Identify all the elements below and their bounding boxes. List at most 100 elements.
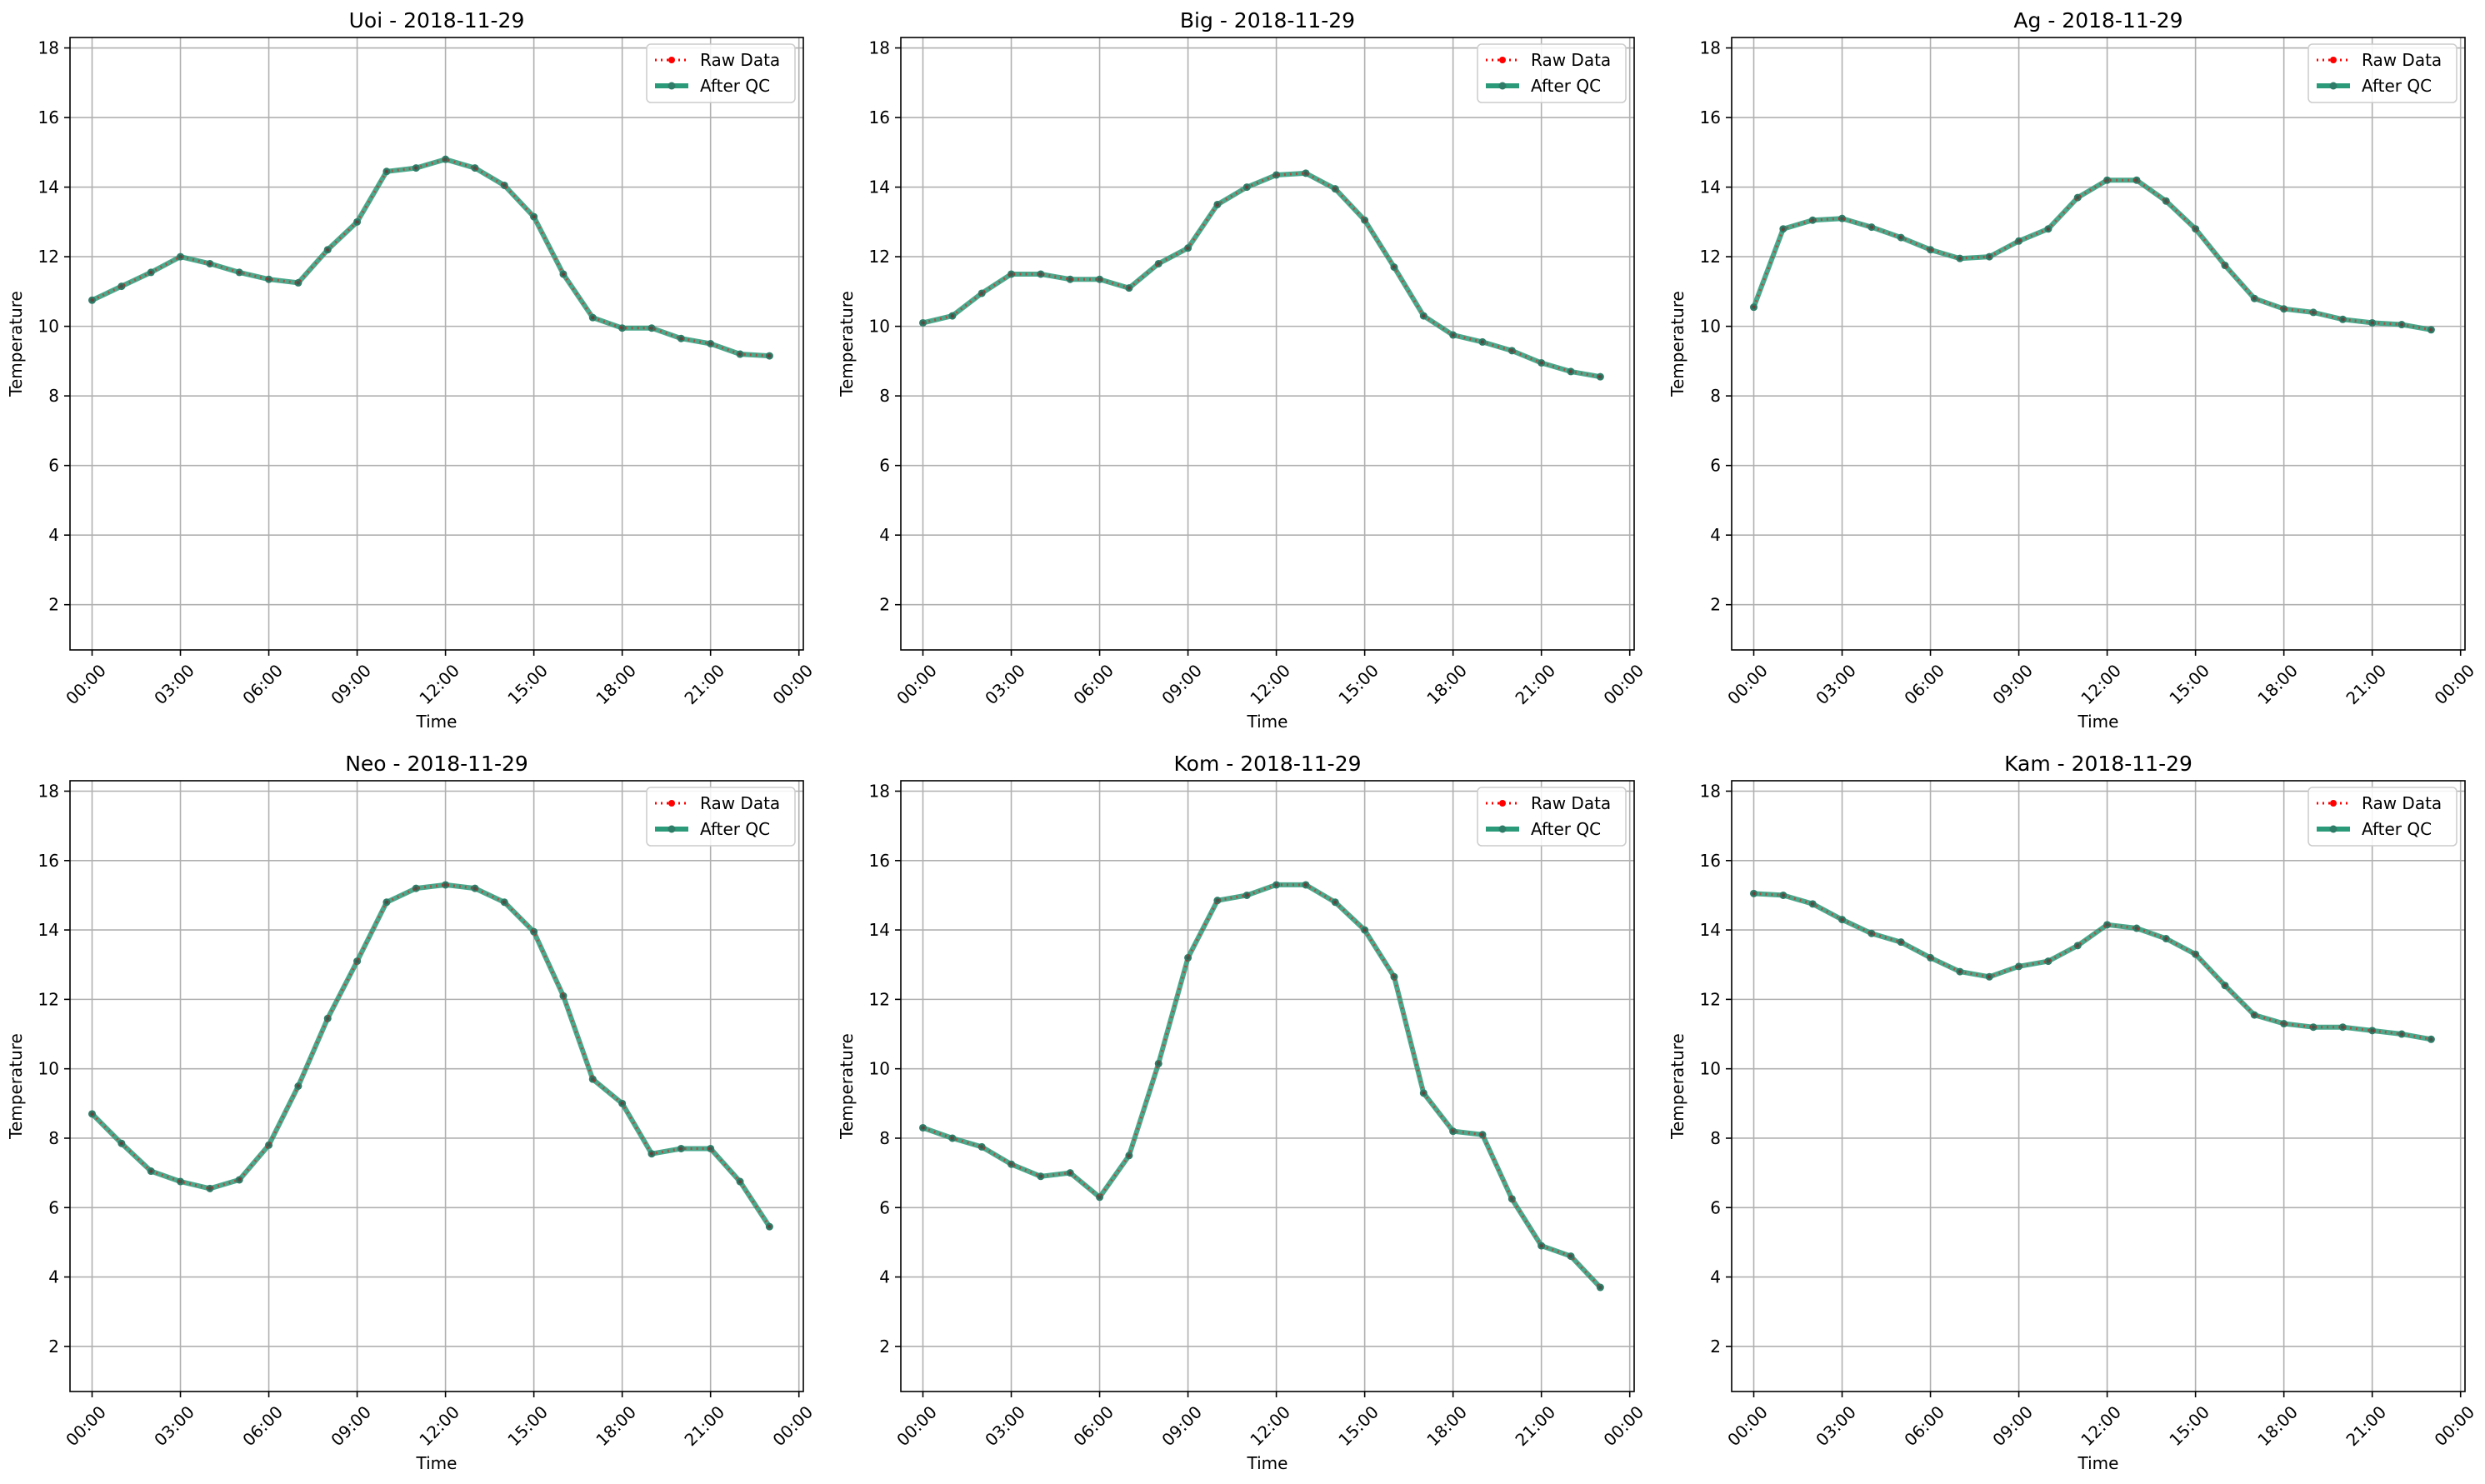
data-point-raw-data — [2164, 199, 2168, 203]
legend-marker-after-qc — [668, 82, 676, 90]
data-point-raw-data — [1422, 1091, 1426, 1096]
data-point-raw-data — [1988, 975, 1992, 979]
y-tick-label: 4 — [48, 1267, 59, 1287]
x-tick-label: 21:00 — [2342, 660, 2390, 708]
data-point-raw-data — [384, 169, 389, 173]
data-point-raw-data — [178, 1179, 182, 1184]
y-axis-label: Temperature — [837, 1033, 857, 1140]
legend: Raw Data After QC — [1477, 787, 1627, 847]
data-point-raw-data — [1392, 975, 1397, 979]
legend: Raw Data After QC — [1477, 43, 1627, 103]
y-tick-label: 16 — [38, 851, 59, 871]
y-tick-label: 10 — [869, 1059, 890, 1079]
plot-area — [1732, 781, 2465, 1392]
data-point-raw-data — [2222, 263, 2228, 267]
plot-area — [1732, 37, 2465, 650]
data-point-raw-data — [2164, 937, 2168, 941]
y-tick-label: 14 — [38, 177, 59, 197]
legend-label-after-qc: After QC — [700, 76, 770, 96]
legend-label-after-qc: After QC — [1531, 76, 1601, 96]
y-tick-label: 6 — [879, 1197, 890, 1217]
x-tick-label: 09:00 — [1158, 660, 1206, 708]
data-point-raw-data — [2282, 1022, 2286, 1026]
data-point-raw-data — [2370, 321, 2374, 325]
data-point-raw-data — [148, 270, 153, 275]
x-axis-label: Time — [416, 1453, 458, 1473]
y-tick-label: 12 — [1700, 247, 1721, 267]
data-point-raw-data — [2429, 1037, 2433, 1042]
legend-marker-raw-data — [1499, 57, 1506, 63]
y-tick-label: 2 — [879, 595, 890, 615]
axes-frame — [900, 780, 1635, 1392]
series-line-raw-data — [1752, 178, 2432, 332]
data-point-raw-data — [2370, 1028, 2374, 1033]
y-tick-label: 18 — [38, 781, 59, 801]
x-tick-label: 21:00 — [680, 1402, 728, 1450]
y-axis-label: Temperature — [1668, 1033, 1688, 1140]
data-point-raw-data — [355, 220, 359, 224]
x-tick-label: 06:00 — [238, 660, 287, 708]
chart-title: Ag - 2018-11-29 — [2013, 8, 2182, 32]
chart-title: Neo - 2018-11-29 — [345, 752, 528, 776]
data-point-raw-data — [1038, 272, 1043, 277]
data-point-raw-data — [148, 1169, 153, 1173]
legend-label-raw-data: Raw Data — [2362, 50, 2442, 70]
data-point-raw-data — [1451, 332, 1455, 337]
x-tick-label: 06:00 — [1900, 1402, 1948, 1450]
data-point-raw-data — [472, 886, 478, 891]
data-point-raw-data — [1157, 262, 1161, 266]
data-point-raw-data — [1568, 1254, 1573, 1258]
x-tick-label: 12:00 — [415, 660, 463, 708]
series-line-after-qc — [1753, 891, 2432, 1042]
data-point-raw-data — [921, 1126, 925, 1130]
data-point-raw-data — [1510, 348, 1514, 353]
y-axis-label: Temperature — [1668, 291, 1688, 397]
legend-marker-after-qc — [2329, 82, 2338, 90]
data-point-raw-data — [591, 1077, 595, 1082]
y-tick-label: 14 — [869, 920, 890, 940]
data-point-raw-data — [1598, 374, 1602, 379]
y-tick-label: 6 — [48, 1197, 59, 1217]
y-tick-label: 14 — [869, 177, 890, 197]
data-point-raw-data — [2076, 943, 2080, 948]
y-tick-label: 2 — [1710, 595, 1721, 615]
legend-label-after-qc: After QC — [2362, 76, 2432, 96]
data-point-raw-data — [649, 1152, 654, 1156]
data-point-raw-data — [979, 1145, 984, 1149]
data-point-raw-data — [1988, 254, 1992, 259]
y-tick-label: 6 — [48, 456, 59, 476]
y-tick-label: 8 — [48, 386, 59, 406]
data-point-raw-data — [1038, 1174, 1043, 1178]
data-point-raw-data — [1752, 305, 1756, 309]
data-point-raw-data — [532, 929, 536, 934]
y-tick-label: 8 — [1710, 386, 1721, 406]
data-point-raw-data — [2017, 239, 2021, 243]
chart-title: Kam - 2018-11-29 — [2004, 752, 2192, 776]
axes-frame — [900, 37, 1635, 651]
y-tick-label: 18 — [38, 38, 59, 58]
data-point-raw-data — [1781, 893, 1786, 897]
data-point-raw-data — [2105, 922, 2109, 927]
chart-title: Kom - 2018-11-29 — [1174, 752, 1362, 776]
data-point-raw-data — [2193, 227, 2198, 231]
data-point-raw-data — [1598, 1285, 1602, 1290]
data-point-raw-data — [1098, 1195, 1102, 1199]
data-point-raw-data — [1333, 187, 1338, 191]
data-point-raw-data — [2399, 1032, 2404, 1037]
x-tick-label: 06:00 — [1900, 660, 1948, 708]
x-tick-label: 18:00 — [2253, 1402, 2302, 1450]
data-point-raw-data — [443, 157, 448, 162]
y-tick-label: 2 — [1710, 1337, 1721, 1357]
x-tick-label: 21:00 — [2342, 1402, 2390, 1450]
y-tick-label: 10 — [38, 1059, 59, 1079]
data-point-raw-data — [2341, 1025, 2345, 1029]
data-point-raw-data — [2046, 959, 2051, 963]
y-tick-label: 2 — [48, 595, 59, 615]
data-point-raw-data — [267, 1143, 271, 1147]
data-point-raw-data — [1840, 216, 1844, 221]
y-tick-label: 12 — [38, 247, 59, 267]
data-point-raw-data — [1303, 171, 1308, 176]
legend-marker-raw-data — [1499, 800, 1506, 807]
plot-area — [70, 37, 803, 650]
data-point-raw-data — [1098, 277, 1102, 282]
